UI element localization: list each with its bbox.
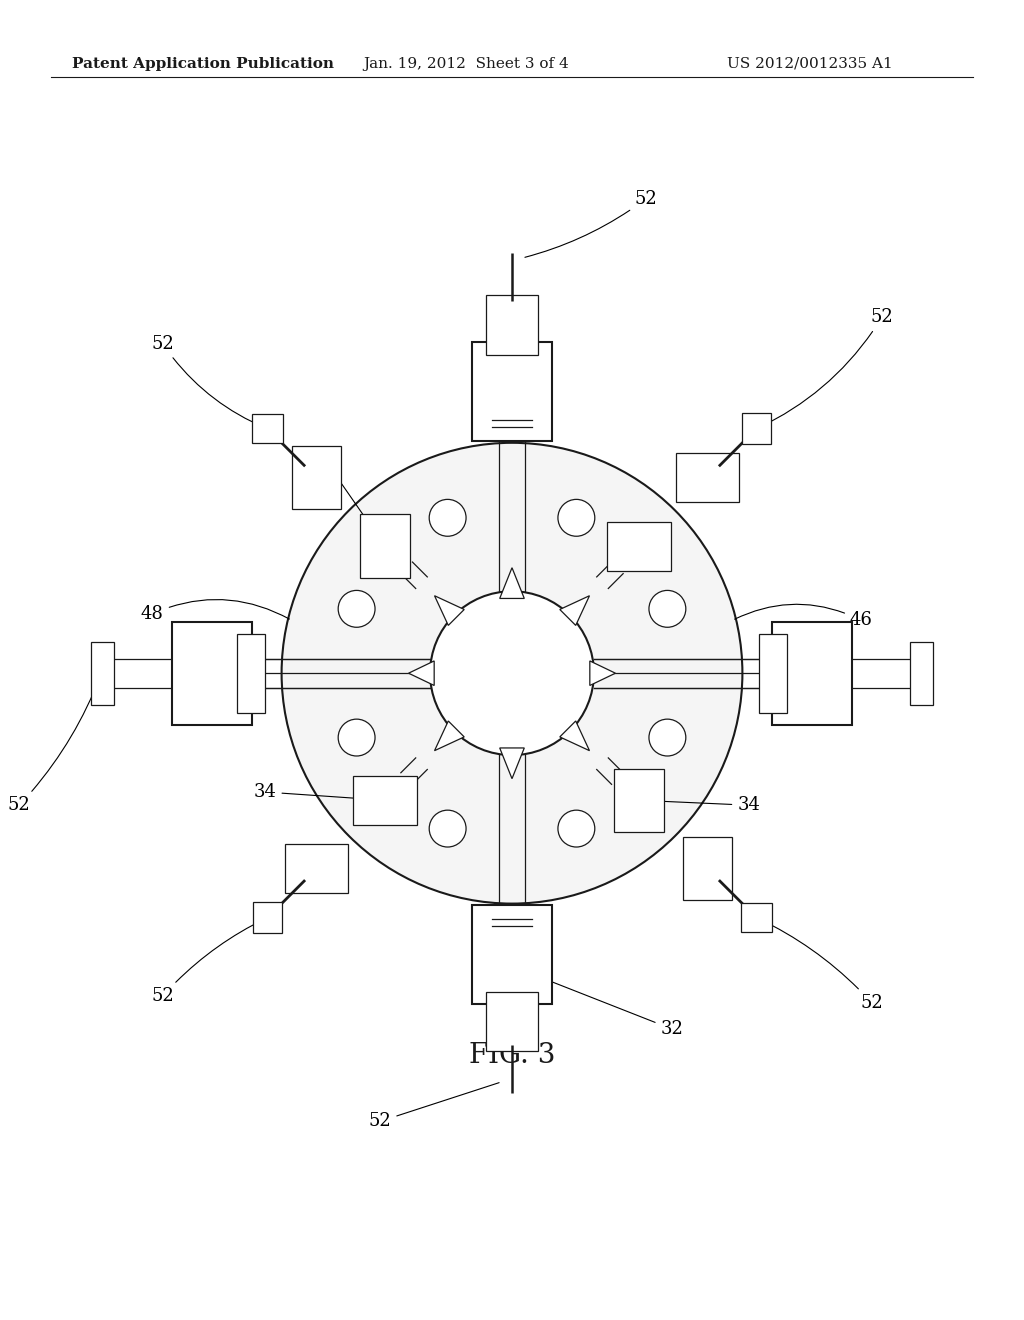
Text: 34: 34 bbox=[642, 796, 760, 814]
Polygon shape bbox=[292, 446, 341, 510]
Text: 32: 32 bbox=[541, 977, 683, 1038]
Text: Jan. 19, 2012  Sheet 3 of 4: Jan. 19, 2012 Sheet 3 of 4 bbox=[364, 57, 569, 71]
Polygon shape bbox=[560, 721, 590, 751]
Polygon shape bbox=[772, 622, 852, 725]
Polygon shape bbox=[434, 721, 464, 751]
Ellipse shape bbox=[429, 499, 466, 536]
Ellipse shape bbox=[430, 591, 594, 755]
Polygon shape bbox=[472, 342, 552, 441]
Ellipse shape bbox=[649, 590, 686, 627]
Polygon shape bbox=[409, 661, 434, 685]
Polygon shape bbox=[676, 453, 739, 503]
Polygon shape bbox=[910, 642, 933, 705]
Text: FIG. 3: FIG. 3 bbox=[469, 1041, 555, 1069]
Text: 34: 34 bbox=[254, 783, 382, 801]
Polygon shape bbox=[472, 906, 552, 1005]
Ellipse shape bbox=[558, 810, 595, 847]
Polygon shape bbox=[237, 634, 265, 713]
Text: Patent Application Publication: Patent Application Publication bbox=[72, 57, 334, 71]
Polygon shape bbox=[500, 568, 524, 598]
Polygon shape bbox=[759, 634, 787, 713]
Polygon shape bbox=[741, 903, 772, 932]
Polygon shape bbox=[607, 521, 671, 570]
Polygon shape bbox=[360, 515, 410, 578]
Polygon shape bbox=[560, 595, 590, 626]
Polygon shape bbox=[683, 837, 732, 900]
Text: US 2012/0012335 A1: US 2012/0012335 A1 bbox=[727, 57, 893, 71]
Ellipse shape bbox=[558, 499, 595, 536]
Polygon shape bbox=[285, 843, 348, 894]
Ellipse shape bbox=[282, 442, 742, 904]
Ellipse shape bbox=[429, 810, 466, 847]
Polygon shape bbox=[486, 296, 538, 355]
Text: 48: 48 bbox=[141, 599, 290, 623]
Text: 52: 52 bbox=[8, 676, 100, 814]
Text: 52: 52 bbox=[152, 335, 265, 428]
Text: 52: 52 bbox=[525, 190, 657, 257]
Polygon shape bbox=[486, 991, 538, 1051]
Text: 52: 52 bbox=[759, 309, 893, 428]
Polygon shape bbox=[741, 413, 771, 445]
Polygon shape bbox=[91, 642, 114, 705]
Text: 52: 52 bbox=[759, 919, 883, 1011]
Ellipse shape bbox=[338, 590, 375, 627]
Polygon shape bbox=[253, 902, 283, 933]
Text: 46: 46 bbox=[734, 605, 872, 630]
Ellipse shape bbox=[649, 719, 686, 756]
Polygon shape bbox=[252, 414, 283, 444]
Polygon shape bbox=[590, 661, 615, 685]
Polygon shape bbox=[500, 748, 524, 779]
Polygon shape bbox=[353, 776, 417, 825]
Polygon shape bbox=[172, 622, 252, 725]
Polygon shape bbox=[434, 595, 464, 626]
Text: 52: 52 bbox=[369, 1082, 499, 1130]
Text: 52: 52 bbox=[152, 919, 265, 1005]
Polygon shape bbox=[614, 768, 664, 832]
Text: 34: 34 bbox=[315, 453, 383, 544]
Ellipse shape bbox=[338, 719, 375, 756]
